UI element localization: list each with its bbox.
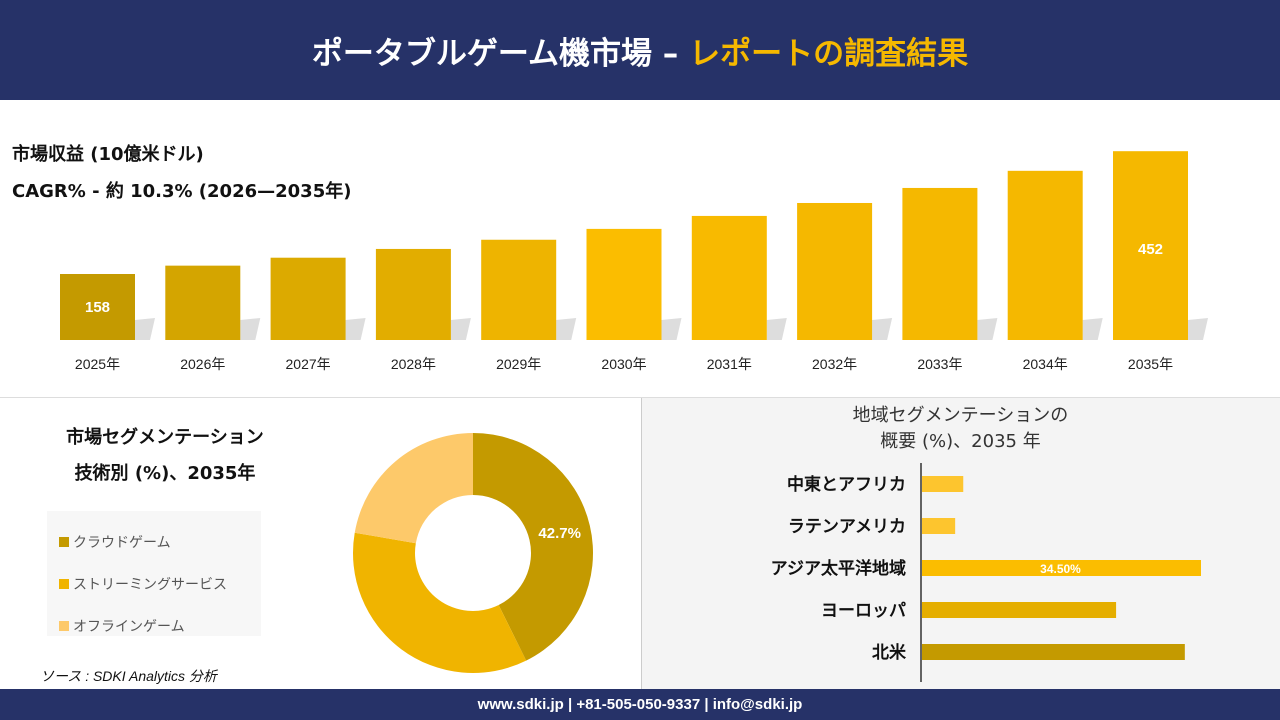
- revenue-title: 市場収益 (10億米ドル): [12, 144, 204, 165]
- donut-slice-クラウドゲーム: [473, 433, 593, 661]
- region-bar-北米: [922, 644, 1185, 660]
- bar-shadow: [1188, 318, 1208, 340]
- footer-contact: www.sdki.jp | +81-505-050-9337 | info@sd…: [0, 689, 1280, 720]
- bar-2032年: [797, 202, 873, 340]
- region-label: 北米: [872, 642, 907, 662]
- region-label: アジア太平洋地域: [771, 558, 906, 578]
- technology-donut-chart: 42.7%: [353, 433, 593, 673]
- bar-shadow: [661, 318, 682, 340]
- x-tick-label: 2035年: [1128, 356, 1173, 372]
- x-tick-label: 2028年: [391, 356, 436, 372]
- legend-label: クラウドゲーム: [73, 535, 171, 551]
- bar-2031年: [691, 215, 767, 340]
- divider: [0, 397, 1280, 398]
- region-bar-アジア太平洋地域: [922, 560, 1201, 576]
- region-value-label: 34.50%: [1040, 562, 1081, 576]
- region-panel: [641, 398, 1280, 689]
- donut-legend: クラウドゲームストリーミングサービス オフラインゲーム: [47, 511, 261, 636]
- x-tick-label: 2025年: [75, 356, 120, 372]
- bar-shadow: [240, 318, 261, 340]
- region-label: ラテンアメリカ: [788, 517, 906, 536]
- legend-swatch: [59, 537, 69, 547]
- region-label: 中東とアフリカ: [787, 474, 906, 494]
- header-banner: ポータブルゲーム機市場 – レポートの調査結果: [0, 0, 1280, 100]
- legend-item: ストリーミングサービス: [47, 563, 261, 605]
- bar-2034年: [1007, 170, 1083, 340]
- bar-shadow: [556, 318, 577, 340]
- bar-shadow: [872, 318, 893, 340]
- region-bar-中東とアフリカ: [922, 476, 964, 492]
- region-title-1: 地域セグメンテーションの: [852, 405, 1069, 426]
- bar-2029年: [481, 239, 557, 340]
- legend-item: オフラインゲーム: [47, 605, 261, 647]
- donut-slice-オフラインゲーム: [354, 433, 473, 544]
- bar-2033年: [902, 187, 978, 340]
- x-tick-label: 2032年: [812, 356, 857, 372]
- x-tick-label: 2033年: [917, 356, 962, 372]
- legend-label: オフラインゲーム: [73, 619, 185, 635]
- legend-label: ストリーミングサービス: [73, 577, 227, 593]
- region-title: 地域セグメンテーションの 概要 (%)、2035 年: [641, 403, 1280, 455]
- bar-2027年: [270, 257, 346, 340]
- legend-item: クラウドゲーム: [47, 521, 261, 563]
- region-bar-ラテンアメリカ: [922, 518, 956, 534]
- slice-value-label: 42.7%: [538, 525, 581, 542]
- x-tick-label: 2026年: [180, 356, 225, 372]
- region-label: ヨーロッパ: [821, 601, 906, 620]
- bar-2025年: [60, 274, 135, 340]
- x-tick-label: 2030年: [601, 356, 646, 372]
- legend-swatch: [59, 579, 69, 589]
- x-tick-label: 2029年: [496, 356, 541, 372]
- bar-2030年: [586, 228, 662, 340]
- bar-shadow: [1082, 318, 1103, 340]
- segment-title-2: 技術別 (%)、2035年: [74, 463, 256, 484]
- legend-swatch: [59, 621, 69, 631]
- revenue-bar-chart: 2025年 158 2026年 2027年 2028年 2029年 2030年 2031年 20…: [60, 151, 1208, 372]
- x-tick-label: 2031年: [707, 356, 752, 372]
- source-note: ソース : SDKI Analytics 分析: [40, 668, 217, 684]
- bar-value-label: 452: [1138, 241, 1163, 258]
- title-accent: レポートの調査結果: [689, 35, 969, 72]
- bar-shadow: [135, 318, 155, 340]
- bar-2035年: [1113, 151, 1188, 340]
- bar-2026年: [165, 265, 241, 340]
- donut-slice-ストリーミングサービス: [353, 532, 527, 673]
- region-bar-ヨーロッパ: [922, 602, 1117, 618]
- segment-title-1: 市場セグメンテーション: [66, 427, 264, 448]
- bar-shadow: [345, 318, 366, 340]
- bar-shadow: [450, 318, 471, 340]
- region-title-2: 概要 (%)、2035 年: [880, 431, 1041, 452]
- title-main: ポータブルゲーム機市場 –: [311, 35, 679, 72]
- x-tick-label: 2027年: [286, 356, 331, 372]
- cagr-text: CAGR% - 約 10.3% (2026—2035年): [12, 181, 352, 202]
- bar-shadow: [766, 318, 787, 340]
- bar-2028年: [375, 248, 451, 340]
- bar-shadow: [977, 318, 998, 340]
- x-tick-label: 2034年: [1023, 356, 1068, 372]
- bar-value-label: 158: [85, 299, 110, 316]
